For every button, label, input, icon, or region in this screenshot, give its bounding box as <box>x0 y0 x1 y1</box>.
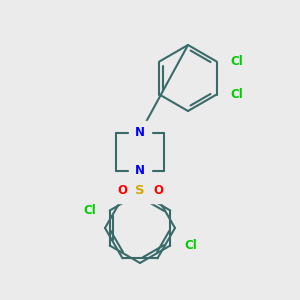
Text: O: O <box>117 184 127 197</box>
Text: Cl: Cl <box>83 204 96 217</box>
Text: Cl: Cl <box>184 239 197 252</box>
Text: Cl: Cl <box>231 55 243 68</box>
Text: S: S <box>135 184 145 197</box>
Text: N: N <box>135 127 145 140</box>
Text: N: N <box>135 164 145 178</box>
Text: O: O <box>153 184 163 197</box>
Text: Cl: Cl <box>231 88 243 101</box>
